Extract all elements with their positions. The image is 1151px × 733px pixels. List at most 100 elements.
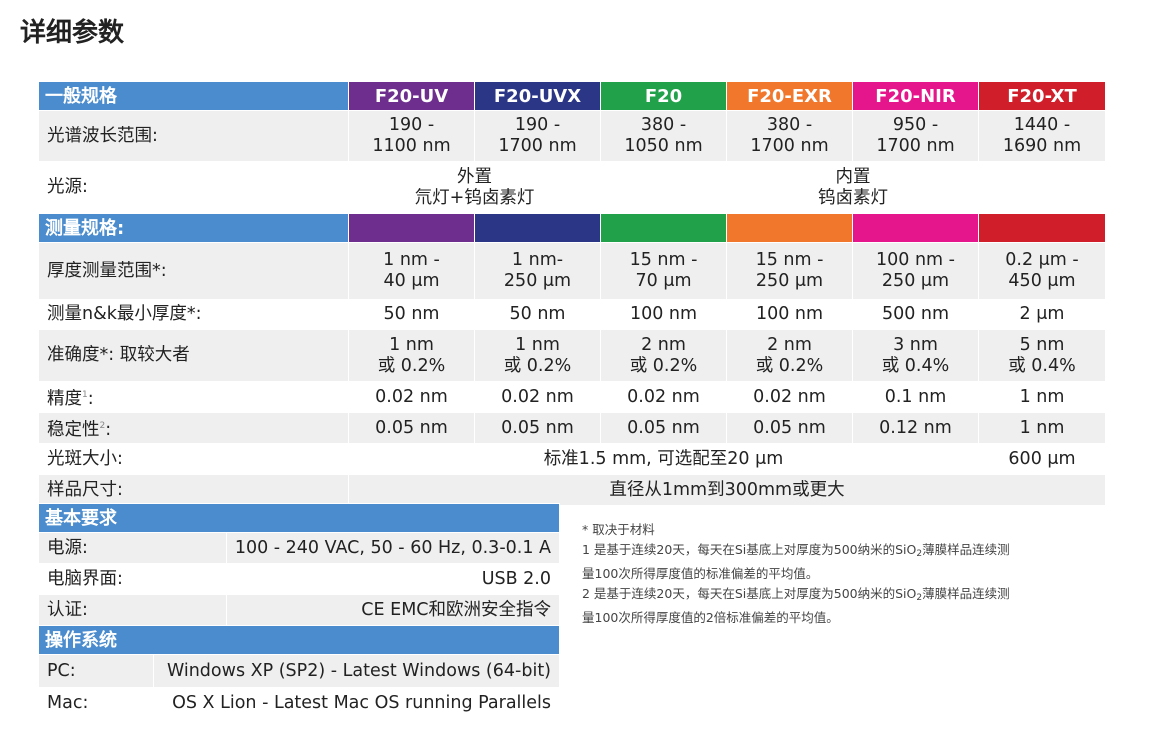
accuracy-value: 3 nm 或 0.4% — [852, 329, 979, 382]
accuracy-row: 准确度*: 取较大者 1 nm 或 0.2% 1 nm 或 0.2% 2 nm 或 0… — [38, 329, 1106, 382]
thickness-label: 厚度测量范围*: — [38, 242, 349, 300]
requirement-row: 认证: CE EMC和欧洲安全指令 — [38, 594, 561, 626]
footnote-1-cont: 量100次所得厚度值的标准偏差的平均值。 — [582, 566, 819, 581]
os-value: Windows XP (SP2) - Latest Windows (64-bi… — [152, 654, 561, 688]
thickness-value: 1 nm- 250 μm — [474, 242, 601, 300]
wavelength-value: 190 -1700 nm — [474, 110, 601, 162]
stability-label: 稳定性2: — [38, 412, 349, 444]
thickness-value: 0.2 μm -450 μm — [978, 242, 1106, 300]
color-bar-f20-uvx — [474, 213, 601, 243]
requirement-value: CE EMC和欧洲安全指令 — [225, 594, 561, 626]
wavelength-label: 光谱波长范围: — [38, 110, 349, 162]
page-title: 详细参数 — [20, 18, 125, 48]
stability-value: 0.05 nm — [600, 412, 727, 444]
accuracy-value: 5 nm 或 0.4% — [978, 329, 1106, 382]
measurement-header-row: 测量规格: — [38, 213, 1106, 243]
os-value: OS X Lion - Latest Mac OS running Parall… — [152, 687, 561, 719]
os-label: PC: — [38, 654, 154, 688]
min-nk-value: 2 μm — [978, 299, 1106, 330]
min-nk-value: 50 nm — [348, 299, 475, 330]
model-header-f20-exr: F20-EXR — [726, 81, 853, 111]
accuracy-label: 准确度*: 取较大者 — [38, 329, 349, 382]
wavelength-value: 380 -1700 nm — [726, 110, 853, 162]
accuracy-value: 1 nm 或 0.2% — [348, 329, 475, 382]
model-header-f20-nir: F20-NIR — [852, 81, 979, 111]
requirement-row: 电源: 100 - 240 VAC, 50 - 60 Hz, 0.3-0.1 A — [38, 532, 561, 564]
requirement-value: 100 - 240 VAC, 50 - 60 Hz, 0.3-0.1 A — [225, 532, 561, 564]
light-source-external: 外置 氘灯+钨卤素灯 — [348, 161, 601, 214]
min-nk-label: 测量n&k最小厚度*: — [38, 299, 349, 330]
wavelength-value: 950 -1700 nm — [852, 110, 979, 162]
stability-value: 0.05 nm — [348, 412, 475, 444]
min-nk-value: 500 nm — [852, 299, 979, 330]
thickness-value: 15 nm -70 μm — [600, 242, 727, 300]
thickness-value: 100 nm -250 μm — [852, 242, 979, 300]
footnote-material: * 取决于材料 — [582, 522, 655, 537]
footnotes: * 取决于材料 1 是基于连续20天，每天在Si基底上对厚度为500纳米的SiO… — [582, 520, 1102, 628]
model-header-row: 一般规格 F20-UV F20-UVX F20 F20-EXR F20-NIR … — [38, 81, 1106, 111]
precision-value: 0.02 nm — [726, 381, 853, 413]
stability-row: 稳定性2: 0.05 nm 0.05 nm 0.05 nm 0.05 nm 0.… — [38, 412, 1106, 444]
min-nk-row: 测量n&k最小厚度*: 50 nm 50 nm 100 nm 100 nm 50… — [38, 299, 1106, 330]
precision-value: 0.02 nm — [348, 381, 475, 413]
requirement-label: 电源: — [38, 532, 227, 564]
accuracy-value: 1 nm 或 0.2% — [474, 329, 601, 382]
wavelength-value: 190 -1100 nm — [348, 110, 475, 162]
precision-value: 0.1 nm — [852, 381, 979, 413]
stability-value: 0.05 nm — [726, 412, 853, 444]
spot-size-label: 光斑大小: — [38, 443, 349, 475]
accuracy-value: 2 nm 或 0.2% — [600, 329, 727, 382]
precision-row: 精度1: 0.02 nm 0.02 nm 0.02 nm 0.02 nm 0.1… — [38, 381, 1106, 413]
sample-size-row: 样品尺寸: 直径从1mm到300mm或更大 — [38, 474, 1106, 506]
light-source-internal: 内置 钨卤素灯 — [600, 161, 1106, 214]
wavelength-row: 光谱波长范围: 190 -1100 nm 190 -1700 nm 380 -1… — [38, 110, 1106, 162]
thickness-value: 1 nm -40 μm — [348, 242, 475, 300]
color-bar-f20-exr — [726, 213, 853, 243]
color-bar-f20-xt — [978, 213, 1106, 243]
spot-size-xt: 600 μm — [978, 443, 1106, 475]
requirement-label: 认证: — [38, 594, 227, 626]
requirement-label: 电脑界面: — [38, 563, 227, 595]
requirements-table: 基本要求 电源: 100 - 240 VAC, 50 - 60 Hz, 0.3-… — [37, 503, 561, 719]
precision-value: 0.02 nm — [474, 381, 601, 413]
accuracy-value: 2 nm 或 0.2% — [726, 329, 853, 382]
os-row: PC: Windows XP (SP2) - Latest Windows (6… — [38, 654, 561, 688]
stability-value: 0.05 nm — [474, 412, 601, 444]
measurement-spec-heading: 测量规格: — [38, 213, 349, 243]
min-nk-value: 50 nm — [474, 299, 601, 330]
requirements-heading: 基本要求 — [37, 503, 561, 533]
footnote-2: 2 是基于连续20天，每天在Si基底上对厚度为500纳米的SiO2薄膜样品连续测 — [582, 586, 1010, 603]
os-row: Mac: OS X Lion - Latest Mac OS running P… — [38, 687, 561, 719]
footnote-mark: 1 — [82, 389, 88, 400]
color-bar-f20-uv — [348, 213, 475, 243]
model-header-f20-uv: F20-UV — [348, 81, 475, 111]
thickness-value: 15 nm -250 μm — [726, 242, 853, 300]
model-header-f20: F20 — [600, 81, 727, 111]
spot-size-row: 光斑大小: 标准1.5 mm, 可选配至20 μm 600 μm — [38, 443, 1106, 475]
spot-size-standard: 标准1.5 mm, 可选配至20 μm — [348, 443, 979, 475]
light-source-row: 光源: 外置 氘灯+钨卤素灯 内置 钨卤素灯 — [38, 161, 1106, 214]
min-nk-value: 100 nm — [600, 299, 727, 330]
requirement-value: USB 2.0 — [225, 563, 561, 595]
sample-size-value: 直径从1mm到300mm或更大 — [348, 474, 1106, 506]
stability-value: 0.12 nm — [852, 412, 979, 444]
model-header-f20-uvx: F20-UVX — [474, 81, 601, 111]
thickness-row: 厚度测量范围*: 1 nm -40 μm 1 nm- 250 μm 15 nm -… — [38, 242, 1106, 300]
os-heading: 操作系统 — [37, 625, 561, 655]
os-label: Mac: — [38, 687, 154, 719]
model-header-f20-xt: F20-XT — [978, 81, 1106, 111]
footnote-2-cont: 量100次所得厚度值的2倍标准偏差的平均值。 — [582, 610, 839, 625]
stability-value: 1 nm — [978, 412, 1106, 444]
general-spec-heading: 一般规格 — [38, 81, 349, 111]
color-bar-f20-nir — [852, 213, 979, 243]
requirement-row: 电脑界面: USB 2.0 — [38, 563, 561, 595]
footnote-1: 1 是基于连续20天，每天在Si基底上对厚度为500纳米的SiO2薄膜样品连续测 — [582, 542, 1010, 559]
light-source-label: 光源: — [38, 161, 349, 214]
sample-size-label: 样品尺寸: — [38, 474, 349, 506]
precision-value: 1 nm — [978, 381, 1106, 413]
precision-value: 0.02 nm — [600, 381, 727, 413]
wavelength-value: 380 -1050 nm — [600, 110, 727, 162]
spec-table: 一般规格 F20-UV F20-UVX F20 F20-EXR F20-NIR … — [38, 81, 1106, 506]
precision-label: 精度1: — [38, 381, 349, 413]
color-bar-f20 — [600, 213, 727, 243]
